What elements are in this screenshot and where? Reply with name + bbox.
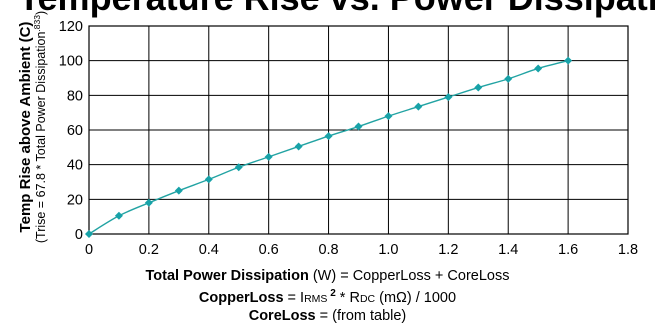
y-tick-label: 80	[67, 88, 83, 104]
data-point	[114, 211, 123, 220]
data-point	[264, 152, 273, 161]
data-point	[534, 64, 543, 73]
data-point	[384, 112, 393, 121]
y-tick-label: 120	[59, 19, 83, 35]
series-markers	[85, 56, 573, 238]
x-tick-label: 0.2	[139, 242, 159, 258]
x-tick-label: 1.8	[618, 242, 638, 258]
y-axis-title: Temp Rise above Ambient (C)	[17, 22, 34, 233]
data-point	[234, 163, 243, 172]
plot-frame	[88, 25, 629, 235]
formula-copper-loss: CopperLoss = IRMS 2 * RDC (mΩ) / 1000	[198, 288, 457, 306]
x-tick-label: 0	[85, 242, 93, 258]
y-axis-sublabel: (Trise = 67.8 * Total Power Dissipation.…	[32, 11, 48, 243]
grid	[88, 25, 629, 235]
data-point	[174, 186, 183, 195]
data-point	[444, 93, 453, 102]
data-point	[324, 132, 333, 141]
x-tick-label: 0.4	[199, 242, 219, 258]
x-tick-label: 0.6	[259, 242, 279, 258]
formula-block: Total Power Dissipation (W) = CopperLoss…	[0, 268, 655, 325]
y-tick-label: 60	[67, 123, 83, 139]
data-point	[414, 102, 423, 111]
chart-top-title: Temperature Rise vs. Power Dissipation	[18, 0, 655, 18]
data-point	[85, 230, 93, 238]
x-tick-label: 1.2	[438, 242, 458, 258]
data-point	[144, 198, 153, 207]
data-point	[474, 83, 483, 92]
y-tick-label: 0	[75, 227, 83, 243]
x-tick-label: 1.0	[378, 242, 398, 258]
x-tick-label: 1.4	[498, 242, 518, 258]
data-point	[294, 142, 303, 151]
y-axis-subtitle: (Trise = 67.8 * Total Power Dissipation.…	[32, 11, 48, 243]
y-tick-label: 20	[67, 192, 83, 208]
x-tick-label: 1.6	[558, 242, 578, 258]
axis-labels: 0 0.2 0.4 0.6 0.8 1.0 1.2 1.4 1.6 1.8 0 20 40 60 80 100…	[59, 19, 638, 258]
y-tick-label: 40	[67, 158, 83, 174]
y-axis-label: Temp Rise above Ambient (C)	[17, 22, 34, 233]
formula-total-power: Total Power Dissipation (W) = CopperLoss…	[145, 268, 510, 284]
data-point	[564, 56, 573, 65]
data-point	[504, 74, 513, 83]
x-tick-label: 0.8	[318, 242, 338, 258]
data-point	[354, 122, 363, 131]
formula-core-loss: CoreLoss = (from table)	[248, 307, 407, 324]
y-tick-label: 100	[59, 54, 83, 70]
data-point	[204, 175, 213, 184]
